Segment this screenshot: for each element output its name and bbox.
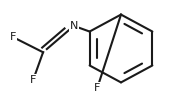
Text: F: F — [30, 75, 36, 85]
Text: F: F — [94, 83, 101, 93]
Text: F: F — [10, 32, 16, 42]
Text: N: N — [70, 21, 78, 31]
